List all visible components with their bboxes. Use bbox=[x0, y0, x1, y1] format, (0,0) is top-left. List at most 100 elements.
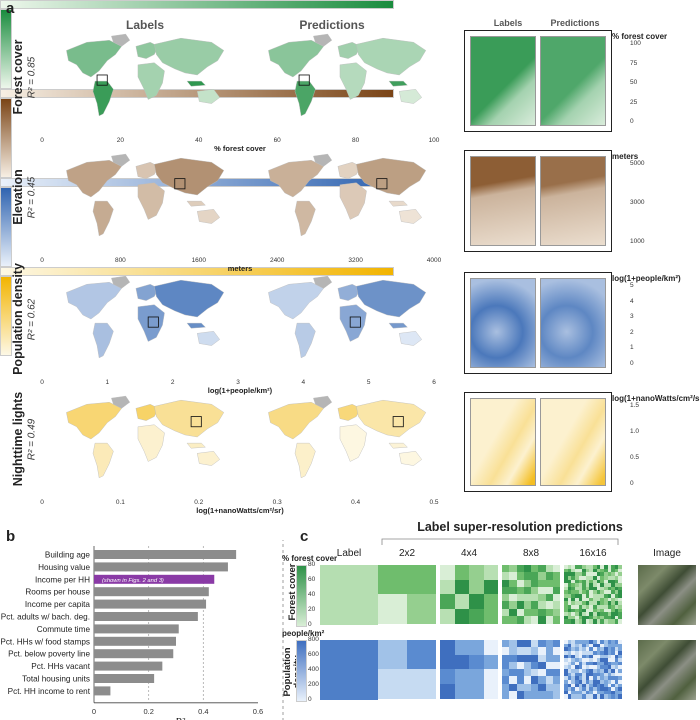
super-resolution-cell bbox=[585, 597, 590, 602]
colorbar-tick: 2 bbox=[170, 379, 175, 386]
super-resolution-cell bbox=[538, 690, 546, 699]
super-resolution-cell bbox=[545, 640, 554, 648]
super-resolution-cell bbox=[582, 597, 587, 602]
super-resolution-cell bbox=[578, 575, 583, 580]
super-resolution-cell bbox=[603, 579, 608, 584]
super-resolution-cell bbox=[578, 647, 583, 652]
super-resolution-cell bbox=[509, 640, 517, 648]
world-map-predictions-2 bbox=[268, 275, 427, 359]
super-resolution-cell bbox=[600, 579, 605, 584]
super-resolution-cell bbox=[523, 565, 532, 573]
super-resolution-cell bbox=[574, 690, 579, 695]
continent-africa bbox=[339, 424, 367, 462]
super-resolution-cell bbox=[483, 565, 498, 580]
super-resolution-cell bbox=[469, 640, 484, 655]
colorbar-tick: 60 bbox=[273, 137, 281, 144]
super-resolution-cell bbox=[589, 654, 594, 659]
super-resolution-cell bbox=[567, 687, 572, 692]
super-resolution-cell bbox=[614, 608, 619, 613]
super-resolution-cell bbox=[571, 676, 576, 681]
inset-prediction-tile bbox=[540, 156, 606, 246]
super-resolution-cell bbox=[567, 647, 572, 652]
world-map-labels-3 bbox=[66, 395, 225, 479]
super-resolution-cell bbox=[502, 594, 510, 602]
super-resolution-cell bbox=[545, 594, 554, 602]
super-resolution-cell bbox=[593, 597, 598, 602]
bar-category-label: Pct. HHs vacant bbox=[31, 662, 90, 671]
super-resolution-cell bbox=[596, 608, 601, 613]
bar-category-label: Pct. HH income to rent bbox=[8, 687, 91, 696]
super-resolution-cell bbox=[618, 647, 622, 652]
super-resolution-cell bbox=[593, 619, 598, 624]
super-resolution-cell bbox=[545, 661, 554, 670]
super-resolution-cell bbox=[589, 568, 594, 573]
inset-colorbar-tick: 1000 bbox=[630, 238, 645, 245]
super-resolution-cell bbox=[593, 615, 598, 620]
super-resolution-cell bbox=[552, 676, 560, 684]
inset-predictions-heading: Predictions bbox=[550, 18, 600, 28]
super-resolution-cell bbox=[585, 672, 590, 677]
super-resolution-cell bbox=[589, 590, 594, 595]
super-resolution-cell bbox=[516, 669, 525, 677]
super-resolution-cell bbox=[582, 672, 587, 677]
super-resolution-cell bbox=[585, 658, 590, 663]
super-resolution-cell bbox=[618, 687, 622, 692]
super-resolution-cell bbox=[614, 579, 619, 584]
super-resolution-cell bbox=[589, 672, 594, 677]
super-resolution-cell bbox=[552, 661, 560, 670]
panel-c-colorbar-tick: 800 bbox=[308, 636, 319, 643]
colorbar-tick: 0.5 bbox=[429, 499, 439, 506]
world-map-labels-2 bbox=[66, 275, 225, 359]
super-resolution-cell bbox=[582, 568, 587, 573]
zoom-region-box bbox=[190, 416, 202, 428]
super-resolution-cell bbox=[603, 694, 608, 699]
super-resolution-cell bbox=[578, 565, 583, 570]
continent-asia bbox=[356, 399, 427, 438]
super-resolution-cell bbox=[589, 687, 594, 692]
super-resolution-cell bbox=[545, 608, 554, 617]
super-resolution-cell bbox=[509, 654, 517, 663]
super-resolution-cell bbox=[571, 590, 576, 595]
super-resolution-cell bbox=[574, 650, 579, 655]
continent-europe bbox=[135, 404, 159, 421]
super-resolution-cell bbox=[600, 572, 605, 577]
continent-indonesia bbox=[186, 200, 206, 207]
super-resolution-cell bbox=[593, 583, 598, 588]
super-resolution-cell bbox=[567, 654, 572, 659]
super-resolution-cell bbox=[603, 687, 608, 692]
zoom-region-box bbox=[174, 178, 186, 190]
super-resolution-cell bbox=[469, 669, 484, 684]
super-resolution-cell bbox=[611, 615, 616, 620]
colorbar-tick: 0 bbox=[40, 499, 44, 506]
colorbar-tick: 0 bbox=[40, 257, 44, 264]
super-resolution-cell bbox=[585, 608, 590, 613]
panel-c-tile-2x2 bbox=[378, 640, 436, 700]
super-resolution-cell bbox=[607, 665, 612, 670]
continent-south-america bbox=[92, 200, 114, 237]
super-resolution-cell bbox=[571, 572, 576, 577]
super-resolution-cell bbox=[585, 694, 590, 699]
bar-pct-below-poverty-line bbox=[94, 649, 174, 659]
super-resolution-cell bbox=[600, 597, 605, 602]
super-resolution-cell bbox=[523, 608, 532, 617]
super-resolution-cell bbox=[574, 568, 579, 573]
panel-c-title: Label super-resolution predictions bbox=[417, 520, 623, 534]
continent-greenland bbox=[111, 275, 131, 289]
super-resolution-cell bbox=[538, 572, 546, 580]
continent-asia bbox=[154, 279, 225, 318]
super-resolution-cell bbox=[531, 594, 539, 602]
inset-label-tile bbox=[470, 156, 536, 246]
super-resolution-cell bbox=[564, 665, 569, 670]
super-resolution-cell bbox=[574, 661, 579, 666]
super-resolution-cell bbox=[578, 658, 583, 663]
super-resolution-cell bbox=[596, 619, 601, 624]
super-resolution-cell bbox=[596, 568, 601, 573]
super-resolution-cell bbox=[596, 604, 601, 609]
super-resolution-cell bbox=[582, 654, 587, 659]
super-resolution-cell bbox=[585, 669, 590, 674]
super-resolution-cell bbox=[552, 608, 560, 617]
super-resolution-cell bbox=[582, 643, 587, 648]
super-resolution-cell bbox=[502, 690, 510, 699]
super-resolution-cell bbox=[607, 694, 612, 699]
inset-labels-heading: Labels bbox=[493, 18, 523, 28]
